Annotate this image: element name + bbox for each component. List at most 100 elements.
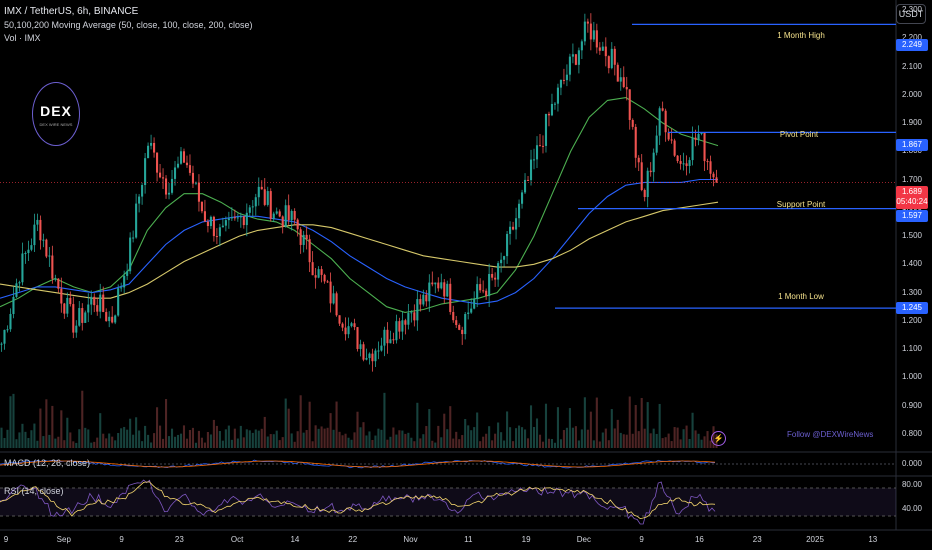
candle-body (371, 353, 374, 362)
volume-bar (526, 438, 530, 448)
candle-body (628, 89, 631, 120)
volume-bar (685, 425, 688, 448)
volume-bar (212, 419, 215, 448)
candle-body (266, 191, 269, 205)
volume-bar (296, 431, 299, 448)
candle-body (488, 273, 491, 297)
volume-bar (628, 396, 631, 448)
volume-bar (317, 428, 320, 448)
lightning-icon[interactable]: ⚡ (711, 431, 726, 446)
volume-bar (153, 433, 156, 448)
candle-body (383, 329, 386, 346)
volume-bar (87, 429, 90, 448)
macd-label[interactable]: MACD (12, 26, close) (4, 458, 91, 468)
candle-body (515, 218, 518, 230)
currency-button[interactable]: USDT (896, 4, 926, 24)
candle-body (404, 320, 407, 325)
candle-body (446, 283, 449, 297)
candle-body (284, 205, 287, 227)
volume-bar (553, 442, 557, 448)
candle-body (535, 145, 539, 160)
volume-bar (670, 441, 673, 448)
candle-body (227, 218, 230, 221)
volume-bar (631, 433, 634, 448)
candle-body (135, 203, 138, 238)
candle-body (156, 152, 159, 173)
volume-bar (15, 439, 18, 448)
volume-bar (96, 437, 99, 448)
candle-body (577, 50, 580, 65)
candle-body (63, 303, 66, 314)
volume-bar (503, 440, 506, 448)
candle-body (72, 304, 75, 333)
volume-bar (335, 401, 338, 448)
volume-bars (0, 390, 718, 448)
candle-body (0, 343, 3, 345)
volume-bar (434, 442, 437, 448)
volume-bar (544, 403, 548, 448)
macd-zero-tick: 0.000 (901, 459, 922, 468)
candle-body (706, 161, 709, 163)
grid (0, 0, 932, 531)
level-label-high: 1 Month High (777, 31, 825, 40)
candle-body (194, 182, 198, 184)
volume-bar (485, 433, 488, 448)
ma-indicator-label[interactable]: 50,100,200 Moving Average (50, close, 10… (4, 20, 253, 30)
candle-body (443, 282, 446, 297)
candle-body (78, 308, 81, 326)
candle-body (395, 321, 398, 341)
candle-body (640, 162, 643, 190)
candle-body (694, 137, 697, 140)
candle-body (15, 283, 18, 297)
candle-body (233, 217, 236, 219)
bar-countdown: 05:40:24 (896, 197, 928, 206)
x-tick-label: 14 (290, 535, 300, 544)
candle-body (643, 189, 646, 198)
candle-body (625, 87, 628, 90)
candle-body (703, 133, 706, 162)
volume-bar (515, 428, 518, 448)
volume-bar (443, 413, 446, 448)
volume-indicator-label[interactable]: Vol · IMX (4, 33, 41, 43)
rsi-label[interactable]: RSI (14, close) (4, 486, 64, 496)
candle-body (377, 350, 380, 352)
candle-body (482, 290, 485, 292)
volume-bar (24, 431, 27, 448)
volume-bar (18, 432, 21, 448)
candle-body (634, 126, 637, 158)
volume-bar (664, 437, 667, 448)
volume-bar (374, 435, 377, 448)
volume-bar (377, 428, 380, 448)
candle-body (200, 201, 203, 212)
volume-bar (239, 425, 242, 448)
volume-bar (290, 433, 293, 448)
volume-bar (102, 433, 105, 448)
candle-body (715, 177, 718, 183)
volume-bar (512, 441, 515, 448)
candle-body (290, 211, 293, 221)
volume-bar (497, 422, 500, 448)
price-tag-support: 1.597 (896, 210, 928, 222)
y-tick-label: 0.900 (901, 400, 922, 410)
volume-bar (126, 429, 129, 448)
volume-bar (464, 419, 467, 448)
volume-bar (215, 425, 218, 448)
candle-body (416, 299, 419, 321)
volume-bar (404, 433, 407, 448)
candle-body (305, 234, 308, 240)
volume-bar (156, 407, 159, 448)
candle-body (33, 224, 36, 246)
candle-body (326, 281, 329, 283)
ma50-line (0, 97, 719, 313)
volume-bar (57, 436, 60, 448)
candle-body (401, 320, 404, 332)
candle-body (278, 211, 281, 217)
volume-bar (529, 405, 533, 448)
volume-bar (344, 433, 347, 448)
candle-body (592, 30, 595, 40)
volume-bar (676, 427, 679, 448)
candle-body (604, 46, 607, 57)
candle-body (30, 245, 33, 250)
candle-body (425, 294, 428, 302)
